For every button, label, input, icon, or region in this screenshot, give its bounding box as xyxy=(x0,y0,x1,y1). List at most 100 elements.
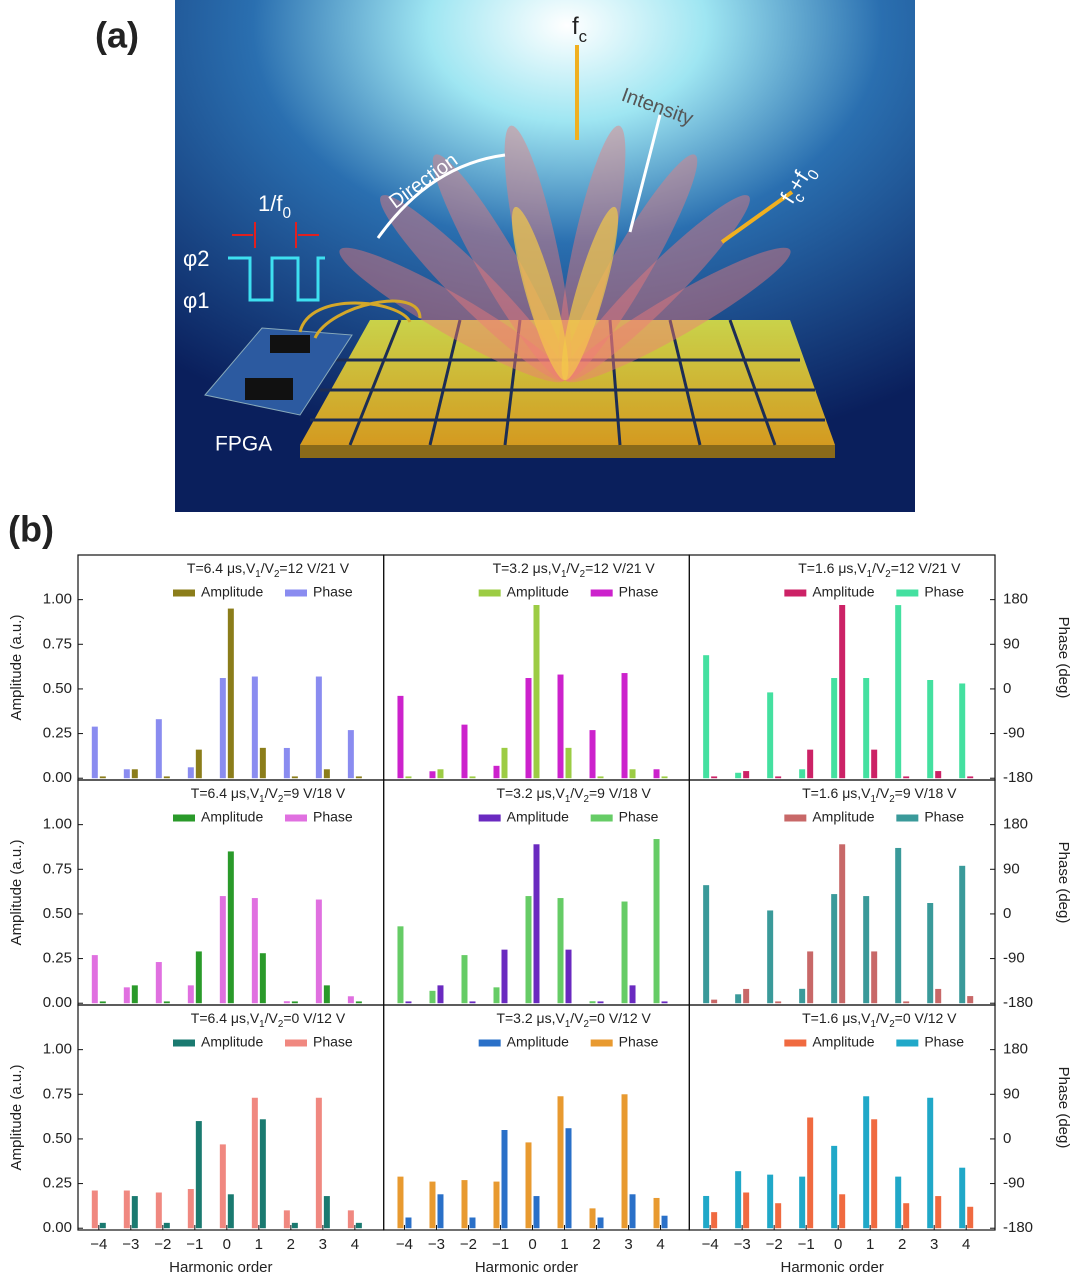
bar xyxy=(493,1181,500,1229)
x-tick-label: 4 xyxy=(351,1236,359,1253)
text-part: /V xyxy=(570,785,584,801)
x-tick-label: 2 xyxy=(898,1236,906,1253)
y2-axis-label: Phase (deg) xyxy=(1055,617,1072,699)
x-tick-label: −3 xyxy=(122,1236,139,1253)
bar xyxy=(927,903,934,1004)
fpga-board xyxy=(204,327,353,416)
bar xyxy=(629,769,636,779)
bar xyxy=(461,724,468,779)
bar xyxy=(155,719,162,779)
y2-axis-label: Phase (deg) xyxy=(1055,1067,1072,1149)
legend-label: Phase xyxy=(313,1034,353,1050)
subscript: 1 xyxy=(259,1019,264,1030)
chart-title: T=3.2 μs,V1/V2=0 V/12 V xyxy=(496,1010,651,1030)
subscript: 1 xyxy=(871,794,876,805)
text-part: T=3.2 μs,V xyxy=(493,560,562,576)
y-tick-label: 0.50 xyxy=(43,680,72,697)
bar xyxy=(195,1121,202,1229)
y2-tick-label: 90 xyxy=(1003,1085,1020,1102)
bar xyxy=(397,1176,404,1229)
y-tick-label: 0.25 xyxy=(43,950,72,967)
chart-title: T=1.6 μs,V1/V2=9 V/18 V xyxy=(802,785,957,805)
x-tick-label: 0 xyxy=(528,1236,536,1253)
bar xyxy=(259,747,266,779)
subscript: 2 xyxy=(580,569,585,580)
subscript: 1 xyxy=(259,794,264,805)
text-part: =9 V/18 V xyxy=(589,785,652,801)
bar xyxy=(99,776,106,779)
y-tick-label: 1.00 xyxy=(43,591,72,608)
legend-label: Amplitude xyxy=(201,809,263,825)
y2-tick-label: 0 xyxy=(1003,680,1011,697)
bar xyxy=(131,769,138,779)
bar xyxy=(187,767,194,779)
bar xyxy=(533,844,540,1004)
bar xyxy=(315,899,322,1004)
bar xyxy=(589,1001,596,1004)
legend-label: Phase xyxy=(924,1034,964,1050)
bar xyxy=(355,1222,362,1229)
subscript: 2 xyxy=(584,794,589,805)
bar xyxy=(355,1001,362,1004)
bar xyxy=(227,1194,234,1229)
y2-tick-label: -90 xyxy=(1003,1175,1025,1192)
x-tick-label: −1 xyxy=(186,1236,203,1253)
bar xyxy=(397,926,404,1004)
beams xyxy=(339,125,791,383)
x-tick-label: −2 xyxy=(460,1236,477,1253)
bar xyxy=(405,1217,412,1229)
bar xyxy=(323,769,330,779)
bar xyxy=(429,990,436,1004)
bar xyxy=(775,1203,782,1229)
text-part: /V xyxy=(570,1010,584,1026)
subscript: c xyxy=(579,27,587,46)
bar xyxy=(557,1096,564,1229)
bar xyxy=(493,987,500,1004)
subscript: 2 xyxy=(584,1019,589,1030)
bar xyxy=(703,1195,710,1229)
bar xyxy=(251,898,258,1004)
x-tick-label: 2 xyxy=(287,1236,295,1253)
y2-tick-label: 0 xyxy=(1003,905,1011,922)
bar xyxy=(565,949,572,1004)
y2-tick-label: 90 xyxy=(1003,635,1020,652)
y2-tick-label: 0 xyxy=(1003,1130,1011,1147)
x-tick-label: −4 xyxy=(396,1236,413,1253)
bar xyxy=(219,1144,226,1229)
bar xyxy=(629,1194,636,1229)
bar xyxy=(863,678,870,779)
bar xyxy=(405,1001,412,1004)
bar xyxy=(807,1117,814,1229)
x-axis-label: Harmonic order xyxy=(475,1259,578,1276)
bar xyxy=(227,608,234,779)
bar xyxy=(533,1196,540,1229)
bar xyxy=(807,951,814,1004)
x-tick-label: 2 xyxy=(592,1236,600,1253)
bar xyxy=(469,1001,476,1004)
legend-label: Amplitude xyxy=(507,809,569,825)
subscript: 2 xyxy=(885,569,890,580)
bar xyxy=(903,1203,910,1229)
chart-title: T=1.6 μs,V1/V2=12 V/21 V xyxy=(798,560,961,580)
text-part: /V xyxy=(265,785,279,801)
bar xyxy=(355,776,362,779)
text-part: /V xyxy=(876,1010,890,1026)
bar xyxy=(935,988,942,1004)
illustration: (a) (b) fc Intensity Direction fc+f0 1/f… xyxy=(8,0,915,550)
bar xyxy=(533,605,540,779)
y-axis-label: Amplitude (a.u.) xyxy=(8,840,25,946)
text-part: /V xyxy=(261,560,275,576)
bar xyxy=(91,726,98,779)
x-tick-label: −1 xyxy=(798,1236,815,1253)
bar xyxy=(903,776,910,779)
legend-label: Amplitude xyxy=(812,1034,874,1050)
bar xyxy=(799,1176,806,1229)
subscript: 1 xyxy=(561,569,566,580)
text-part: f xyxy=(572,13,579,40)
bar xyxy=(163,776,170,779)
text-part: =9 V/18 V xyxy=(283,785,346,801)
bar xyxy=(461,1180,468,1229)
bar xyxy=(227,851,234,1004)
bar xyxy=(501,747,508,779)
bar xyxy=(155,962,162,1004)
